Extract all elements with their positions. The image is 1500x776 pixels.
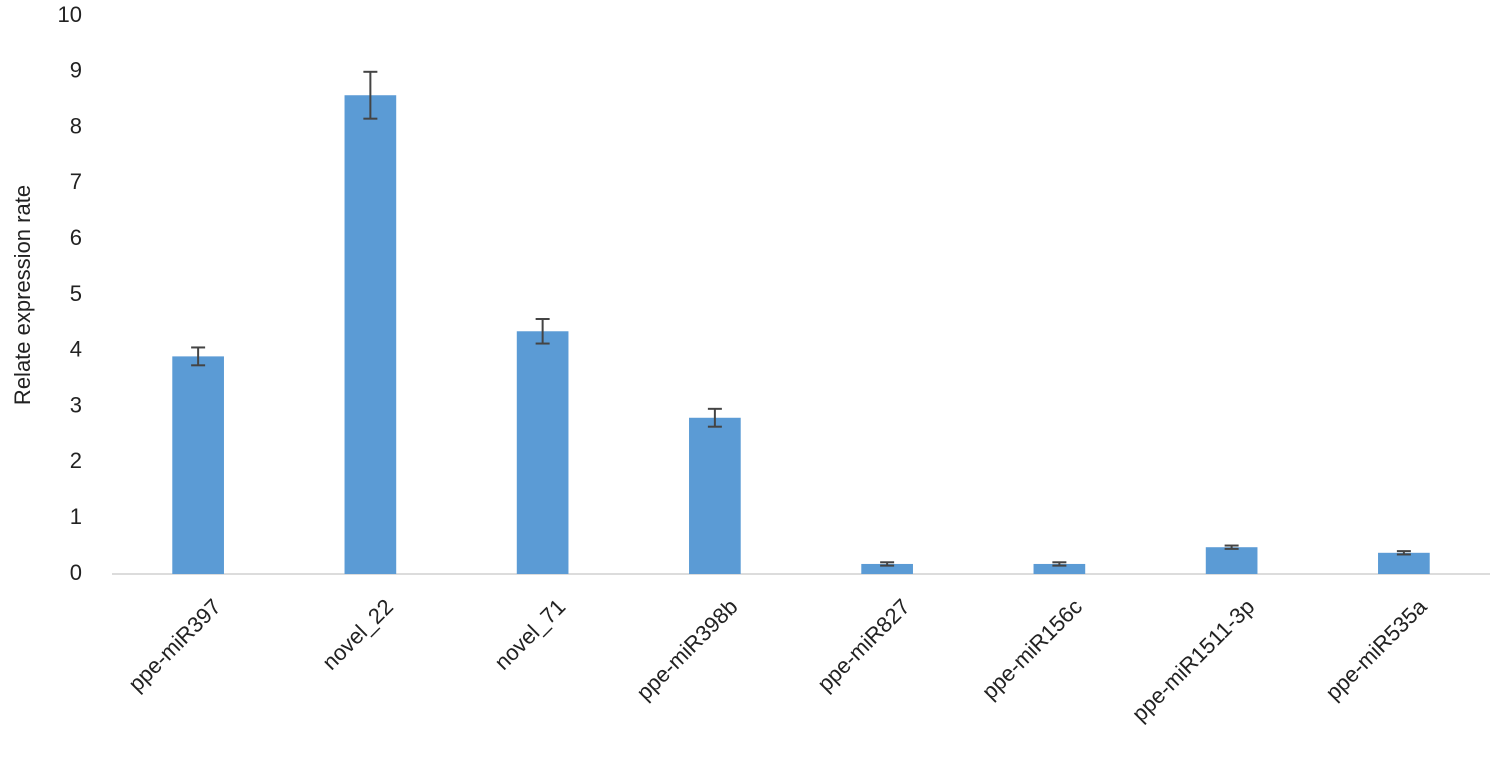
bar: [689, 417, 741, 574]
x-tick-label: ppe-miR398b: [631, 594, 742, 705]
bar: [1033, 563, 1086, 574]
y-axis-label: Relate expression rate: [10, 185, 35, 405]
bar: [344, 95, 397, 575]
y-tick-label: 1: [70, 504, 82, 529]
x-tick-label: ppe-miR156c: [977, 594, 1087, 704]
x-tick-label: novel_71: [489, 594, 570, 675]
error-bar: [363, 70, 378, 120]
bar: [516, 331, 569, 574]
x-tick-label: ppe-miR535a: [1320, 593, 1432, 705]
y-tick-label: 3: [70, 392, 82, 417]
error-bar: [880, 561, 895, 567]
y-tick-label: 8: [70, 113, 82, 138]
error-bar: [1224, 544, 1239, 550]
bar: [172, 356, 224, 574]
y-tick-label: 0: [70, 560, 82, 585]
error-bar: [707, 407, 722, 428]
x-tick-label: ppe-miR397: [123, 594, 225, 696]
bar: [1205, 547, 1258, 574]
y-tick-label: 5: [70, 281, 82, 306]
x-tick-label: ppe-miR1511-3p: [1127, 594, 1259, 726]
error-bar: [1396, 550, 1411, 556]
y-tick-label: 7: [70, 169, 82, 194]
x-tick-label: ppe-miR827: [812, 594, 914, 696]
y-tick-label: 10: [58, 2, 82, 27]
bar: [861, 563, 913, 574]
x-tick-label: novel_22: [317, 594, 398, 675]
y-tick-label: 4: [70, 337, 82, 362]
error-bar: [1052, 561, 1067, 567]
bar: [1378, 552, 1430, 574]
y-tick-label: 2: [70, 448, 82, 473]
y-tick-label: 9: [70, 58, 82, 83]
error-bar: [535, 317, 550, 345]
error-bar: [191, 346, 206, 367]
y-tick-label: 6: [70, 225, 82, 250]
